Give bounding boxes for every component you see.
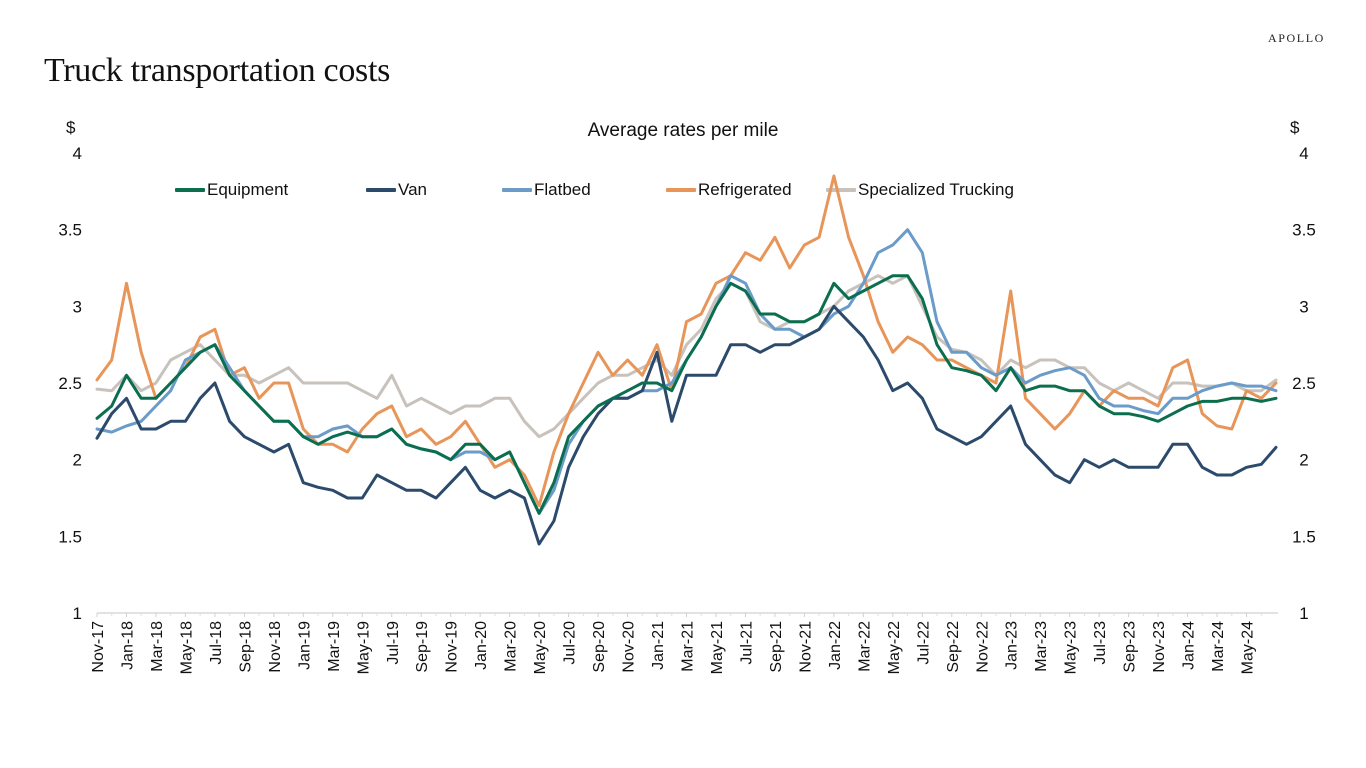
x-tick-label: Sep-20 (591, 621, 608, 673)
x-tick-label: May-22 (886, 621, 903, 674)
y-axis-unit-left: $ (66, 118, 76, 137)
chart-legend: Equipment Van Flatbed Refrigerated Speci… (0, 180, 1366, 202)
x-tick-label: Jul-18 (208, 621, 225, 665)
x-tick-label: Sep-18 (237, 621, 254, 673)
x-tick-label: Mar-24 (1210, 621, 1227, 672)
chart-axes: 1 1 1.5 1.5 2 2 2.5 2.5 3 3 3.5 3.5 4 4 Nov-17 Jan-18 Ma… (58, 144, 1315, 674)
series-line-flatbed (95, 228, 1278, 515)
legend-label-van: Van (398, 180, 427, 199)
x-tick-label: Jan-20 (473, 621, 490, 670)
y-tick-label-left: 2.5 (58, 374, 82, 393)
x-tick-label: Jan-21 (650, 621, 667, 670)
y-tick-label-left: 3 (73, 297, 82, 316)
y-tick-label-right: 2 (1299, 451, 1308, 470)
y-tick-label-left: 1 (73, 604, 82, 623)
legend-item-van: Van (366, 180, 427, 200)
y-tick-label-right: 1 (1299, 604, 1308, 623)
x-tick-label: Jul-23 (1092, 621, 1109, 665)
brand-logo: APOLLO (1268, 31, 1325, 45)
legend-swatch-refrigerated (666, 188, 696, 192)
y-tick-label-right: 4 (1299, 144, 1308, 163)
x-tick-label: Nov-21 (797, 621, 814, 673)
x-tick-label: Sep-21 (768, 621, 785, 673)
x-tick-label: Jan-24 (1181, 621, 1198, 670)
x-tick-label: Mar-22 (856, 621, 873, 672)
y-tick-label-left: 1.5 (58, 527, 82, 546)
series-line-refrigerated (95, 174, 1278, 508)
x-tick-label: Jul-21 (738, 621, 755, 665)
legend-label-specialized-trucking: Specialized Trucking (858, 180, 1014, 199)
y-tick-label-left: 2 (73, 451, 82, 470)
legend-label-equipment: Equipment (207, 180, 289, 199)
x-tick-label: Nov-18 (267, 621, 284, 673)
y-tick-label-right: 3 (1299, 297, 1308, 316)
x-tick-label: May-23 (1063, 621, 1080, 674)
x-tick-label: Mar-23 (1033, 621, 1050, 672)
x-tick-label: Jan-18 (119, 621, 136, 670)
x-tick-label: Jan-22 (827, 621, 844, 670)
x-tick-label: Mar-20 (503, 621, 520, 672)
x-tick-label: Mar-21 (680, 621, 697, 672)
legend-swatch-van (366, 188, 396, 192)
x-tick-label: Nov-22 (974, 621, 991, 673)
x-tick-label: Sep-22 (945, 621, 962, 673)
x-tick-label: Jul-20 (562, 621, 579, 665)
x-tick-label: Jan-23 (1004, 621, 1021, 670)
x-tick-label: Nov-17 (90, 621, 107, 673)
x-tick-label: Jul-22 (915, 621, 932, 665)
legend-item-specialized-trucking: Specialized Trucking (826, 180, 1014, 200)
series-line-equipment (95, 274, 1278, 515)
x-tick-label: Sep-19 (414, 621, 431, 673)
x-tick-label: Nov-23 (1151, 621, 1168, 673)
legend-label-refrigerated: Refrigerated (698, 180, 792, 199)
y-tick-label-left: 3.5 (58, 221, 82, 240)
legend-item-refrigerated: Refrigerated (666, 180, 792, 200)
x-tick-label: Mar-18 (149, 621, 166, 672)
series-line-specialized-trucking (95, 274, 1278, 439)
y-tick-label-right: 2.5 (1292, 374, 1316, 393)
x-tick-label: Mar-19 (326, 621, 343, 672)
x-tick-label: May-18 (178, 621, 195, 674)
legend-swatch-flatbed (502, 188, 532, 192)
x-tick-label: May-19 (355, 621, 372, 674)
x-tick-label: Jul-19 (385, 621, 402, 665)
series-line-van (95, 304, 1278, 546)
x-tick-label: May-21 (709, 621, 726, 674)
legend-swatch-specialized-trucking (826, 188, 856, 192)
x-tick-label: Jan-19 (296, 621, 313, 670)
y-tick-label-right: 3.5 (1292, 221, 1316, 240)
x-tick-label: Nov-20 (621, 621, 638, 673)
legend-label-flatbed: Flatbed (534, 180, 591, 199)
chart-title: Average rates per mile (587, 120, 779, 141)
legend-item-flatbed: Flatbed (502, 180, 591, 200)
y-tick-label-left: 4 (73, 144, 82, 163)
page-title: Truck transportation costs (44, 52, 391, 89)
y-axis-unit-right: $ (1290, 118, 1300, 137)
x-tick-label: Sep-23 (1122, 621, 1139, 673)
legend-item-equipment: Equipment (175, 180, 288, 200)
chart-lines (95, 174, 1278, 546)
y-tick-label-right: 1.5 (1292, 527, 1316, 546)
legend-swatch-equipment (175, 188, 205, 192)
x-tick-label: May-20 (532, 621, 549, 674)
x-tick-label: May-24 (1240, 621, 1257, 674)
x-tick-label: Nov-19 (444, 621, 461, 673)
